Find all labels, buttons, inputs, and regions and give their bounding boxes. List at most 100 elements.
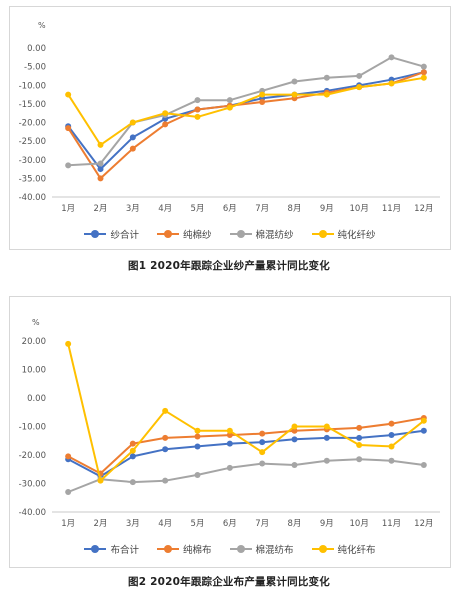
data-point — [259, 91, 266, 98]
y-tick-label: -30.00 — [19, 480, 46, 490]
legend-swatch-icon — [156, 229, 179, 239]
data-point — [323, 434, 330, 441]
legend-item-1: 布合计 — [84, 542, 139, 556]
data-point — [259, 460, 266, 467]
data-point — [65, 340, 72, 347]
data-point — [97, 160, 104, 167]
data-point — [259, 439, 266, 446]
series-line-4 — [67, 76, 424, 146]
x-tick-label: 12月 — [414, 519, 433, 529]
legend-label: 纯棉纱 — [182, 230, 212, 241]
data-point — [420, 69, 427, 76]
y-tick-label: -20.00 — [19, 119, 46, 129]
data-point — [226, 97, 233, 104]
x-tick-label: 11月 — [382, 519, 401, 529]
legend-swatch-icon — [229, 229, 252, 239]
data-point — [388, 54, 395, 61]
data-point — [259, 430, 266, 437]
chart-1-svg: % 0.00 -5.00 -10.00 -15.00 -20.00 -25.00 -30.00… — [19, 21, 440, 214]
data-point — [291, 78, 298, 85]
x-tick-label: 2月 — [94, 519, 108, 529]
data-point — [420, 461, 427, 468]
data-point — [129, 447, 136, 454]
x-tick-label: 10月 — [350, 204, 369, 214]
chart-2-title: 图2 2020年跟踪企业布产量累计同比变化 — [128, 576, 330, 588]
y-unit-label: % — [32, 318, 40, 327]
y-tick-label: 10.00 — [22, 366, 46, 376]
legend-item-2: 纯棉纱 — [156, 227, 212, 241]
y-tick-label: 0.00 — [27, 394, 46, 404]
data-point — [129, 440, 136, 447]
y-unit-label: % — [38, 21, 46, 30]
data-point — [97, 166, 104, 173]
data-point — [194, 471, 201, 478]
x-tick-label: 3月 — [126, 519, 140, 529]
x-tick-label: 5月 — [191, 204, 205, 214]
data-point — [291, 91, 298, 98]
legend-swatch-icon — [311, 229, 334, 239]
chart-2-svg: % 20.00 10.00 0.00 -10.00 -20.00 -30.00 -40.00 1… — [19, 318, 440, 529]
y-tick-label: -40.00 — [19, 508, 46, 518]
data-point — [129, 453, 136, 460]
legend-label: 棉混纺布 — [255, 545, 294, 556]
y-tick-label: -10.00 — [19, 423, 46, 433]
y-tick-label: -40.00 — [19, 193, 46, 203]
series-line-2 — [67, 417, 424, 475]
data-point — [226, 464, 233, 471]
legend-swatch-icon — [84, 544, 107, 554]
data-point — [420, 417, 427, 424]
x-tick-label: 1月 — [61, 519, 75, 529]
data-point — [162, 110, 169, 117]
data-point — [65, 125, 72, 132]
legend-swatch-icon — [311, 544, 334, 554]
series-line-1 — [67, 429, 424, 478]
legend-item-3: 棉混纺布 — [229, 542, 294, 556]
data-point — [388, 420, 395, 427]
series-line-2 — [67, 71, 425, 180]
data-point — [420, 63, 427, 70]
data-point — [97, 477, 104, 484]
chart-panel-2: % 20.00 10.00 0.00 -10.00 -20.00 -30.00 -40.00 1… — [9, 296, 451, 568]
data-point — [194, 106, 201, 113]
data-point — [226, 432, 233, 439]
data-point — [162, 477, 169, 484]
legend-label: 纯化纤布 — [337, 545, 376, 556]
data-point — [65, 453, 72, 460]
data-point — [259, 99, 266, 106]
y-tick-label: -35.00 — [19, 174, 46, 184]
x-tick-label: 8月 — [288, 204, 302, 214]
chart-panel-1: % 0.00 -5.00 -10.00 -15.00 -20.00 -25.00 -30.00… — [9, 6, 451, 250]
data-point — [356, 456, 363, 463]
x-tick-label: 1月 — [61, 204, 75, 214]
data-point — [291, 461, 298, 468]
x-tick-label: 4月 — [158, 204, 172, 214]
chart-1-title: 图1 2020年跟踪企业纱产量累计同比变化 — [128, 260, 330, 272]
x-tick-label: 6月 — [223, 204, 237, 214]
series-line-4 — [67, 343, 425, 482]
data-point — [97, 175, 104, 182]
legend-item-3: 棉混纺纱 — [229, 227, 294, 241]
data-point — [356, 442, 363, 449]
data-point — [388, 457, 395, 464]
data-point — [420, 427, 427, 434]
legend-label: 纯化纤纱 — [337, 230, 376, 241]
data-point — [291, 423, 298, 430]
data-point — [356, 72, 363, 79]
x-tick-label: 3月 — [126, 204, 140, 214]
legend-item-4: 纯化纤布 — [311, 542, 376, 556]
y-tick-label: -15.00 — [19, 100, 46, 110]
data-point — [194, 433, 201, 440]
data-point — [420, 74, 427, 81]
data-point — [194, 113, 201, 120]
data-point — [194, 443, 201, 450]
data-point — [97, 141, 104, 148]
x-tick-label: 9月 — [320, 204, 334, 214]
data-point — [129, 145, 136, 152]
data-point — [65, 162, 72, 169]
data-point — [323, 457, 330, 464]
y-tick-label: 20.00 — [22, 337, 46, 347]
legend-item-1: 纱合计 — [84, 227, 139, 241]
series-line-3 — [68, 56, 425, 167]
legend-item-2: 纯棉布 — [156, 542, 212, 556]
data-point — [291, 427, 298, 434]
